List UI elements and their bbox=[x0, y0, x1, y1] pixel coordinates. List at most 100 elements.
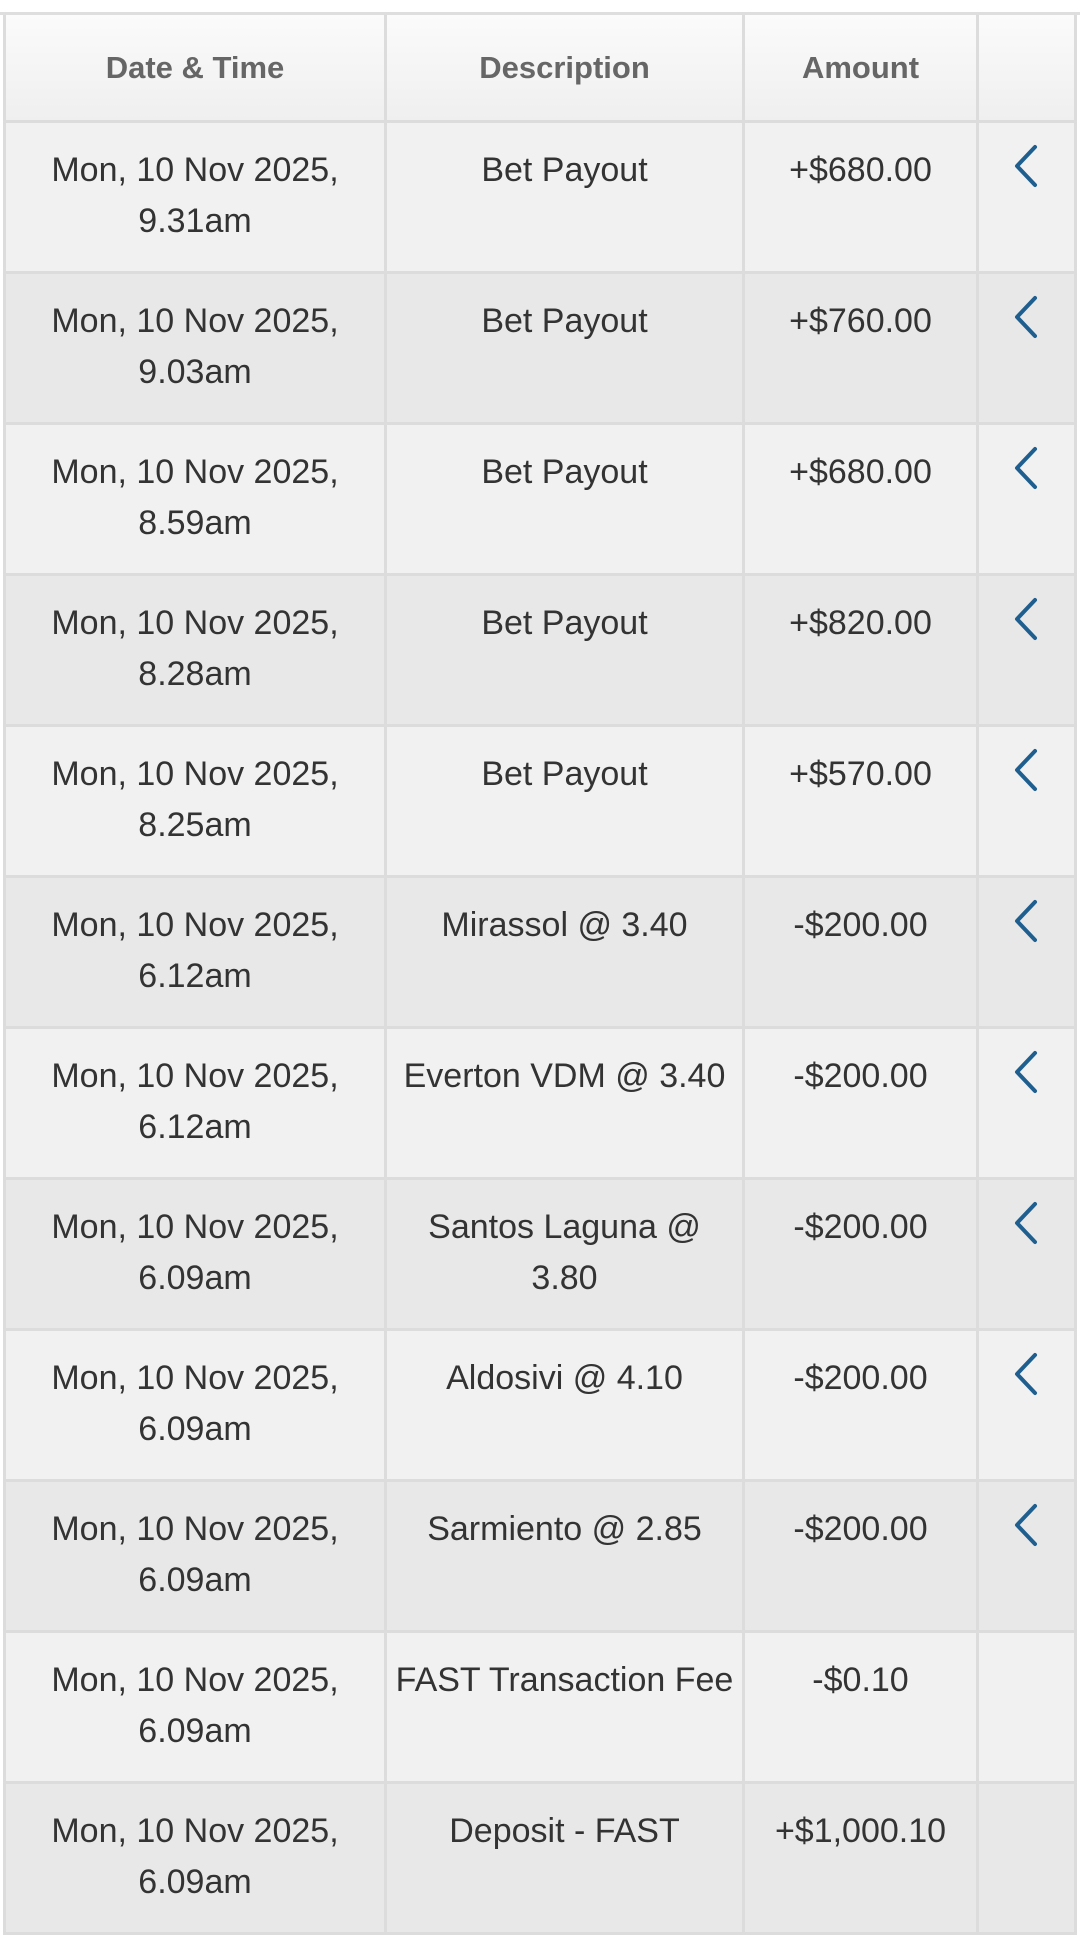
cell-description: Bet Payout bbox=[387, 727, 745, 878]
cell-actions bbox=[979, 1633, 1077, 1784]
chevron-left-icon[interactable] bbox=[1007, 898, 1047, 944]
cell-date-time: Mon, 10 Nov 2025, 6.09am bbox=[3, 1180, 387, 1331]
cell-actions[interactable] bbox=[979, 878, 1077, 1029]
cell-date-time: Mon, 10 Nov 2025, 8.25am bbox=[3, 727, 387, 878]
chevron-left-icon[interactable] bbox=[1007, 445, 1047, 491]
table-row[interactable]: Mon, 10 Nov 2025, 8.28am Bet Payout +$820.0… bbox=[3, 576, 1077, 727]
cell-actions[interactable] bbox=[979, 1029, 1077, 1180]
time-text: 8.28am bbox=[138, 655, 252, 693]
cell-description: Bet Payout bbox=[387, 123, 745, 274]
cell-description: Aldosivi @ 4.10 bbox=[387, 1331, 745, 1482]
cell-date-time: Mon, 10 Nov 2025, 9.03am bbox=[3, 274, 387, 425]
time-text: 6.09am bbox=[138, 1863, 252, 1901]
time-text: 6.09am bbox=[138, 1712, 252, 1750]
cell-amount: -$200.00 bbox=[745, 1180, 979, 1331]
cell-date-time: Mon, 10 Nov 2025, 6.12am bbox=[3, 1029, 387, 1180]
cell-actions[interactable] bbox=[979, 123, 1077, 274]
time-text: 6.09am bbox=[138, 1561, 252, 1599]
table-row[interactable]: Mon, 10 Nov 2025, 9.03am Bet Payout +$760.0… bbox=[3, 274, 1077, 425]
transactions-table-container: Date & Time Description Amount Mon, 10 N… bbox=[0, 12, 1080, 1935]
time-text: 9.31am bbox=[138, 202, 252, 240]
table-row[interactable]: Mon, 10 Nov 2025, 8.25am Bet Payout +$570.0… bbox=[3, 727, 1077, 878]
cell-actions bbox=[979, 1784, 1077, 1935]
transactions-table: Date & Time Description Amount Mon, 10 N… bbox=[3, 15, 1077, 1935]
cell-amount: +$760.00 bbox=[745, 274, 979, 425]
date-text: Mon, 10 Nov 2025, bbox=[51, 1208, 339, 1246]
chevron-left-icon[interactable] bbox=[1007, 1351, 1047, 1397]
cell-amount: +$820.00 bbox=[745, 576, 979, 727]
time-text: 8.59am bbox=[138, 504, 252, 542]
cell-amount: +$680.00 bbox=[745, 425, 979, 576]
table-row[interactable]: Mon, 10 Nov 2025, 6.12am Mirassol @ 3.40 -$… bbox=[3, 878, 1077, 1029]
cell-date-time: Mon, 10 Nov 2025, 6.09am bbox=[3, 1784, 387, 1935]
cell-amount: -$200.00 bbox=[745, 1482, 979, 1633]
cell-description: Sarmiento @ 2.85 bbox=[387, 1482, 745, 1633]
table-row[interactable]: Mon, 10 Nov 2025, 6.09am Santos Laguna @ 3… bbox=[3, 1180, 1077, 1331]
table-row: Mon, 10 Nov 2025, 6.09am FAST Transaction … bbox=[3, 1633, 1077, 1784]
cell-date-time: Mon, 10 Nov 2025, 6.12am bbox=[3, 878, 387, 1029]
cell-amount: -$200.00 bbox=[745, 878, 979, 1029]
cell-actions[interactable] bbox=[979, 1331, 1077, 1482]
cell-actions[interactable] bbox=[979, 1482, 1077, 1633]
cell-description: Mirassol @ 3.40 bbox=[387, 878, 745, 1029]
time-text: 6.12am bbox=[138, 1108, 252, 1146]
table-row[interactable]: Mon, 10 Nov 2025, 6.09am Sarmiento @ 2.85-… bbox=[3, 1482, 1077, 1633]
chevron-left-icon[interactable] bbox=[1007, 1502, 1047, 1548]
header-description: Description bbox=[387, 15, 745, 123]
cell-amount: +$680.00 bbox=[745, 123, 979, 274]
cell-date-time: Mon, 10 Nov 2025, 8.28am bbox=[3, 576, 387, 727]
table-row: Mon, 10 Nov 2025, 6.09am Deposit - FAST +$1… bbox=[3, 1784, 1077, 1935]
chevron-left-icon[interactable] bbox=[1007, 1200, 1047, 1246]
time-text: 8.25am bbox=[138, 806, 252, 844]
date-text: Mon, 10 Nov 2025, bbox=[51, 755, 339, 793]
table-row[interactable]: Mon, 10 Nov 2025, 8.59am Bet Payout +$680.0… bbox=[3, 425, 1077, 576]
time-text: 6.09am bbox=[138, 1410, 252, 1448]
cell-amount: +$1,000.10 bbox=[745, 1784, 979, 1935]
cell-description: Santos Laguna @ 3.80 bbox=[387, 1180, 745, 1331]
table-row[interactable]: Mon, 10 Nov 2025, 6.12am Everton VDM @ 3.4… bbox=[3, 1029, 1077, 1180]
cell-description: FAST Transaction Fee bbox=[387, 1633, 745, 1784]
chevron-left-icon[interactable] bbox=[1007, 143, 1047, 189]
chevron-left-icon[interactable] bbox=[1007, 1049, 1047, 1095]
cell-description: Deposit - FAST bbox=[387, 1784, 745, 1935]
date-text: Mon, 10 Nov 2025, bbox=[51, 604, 339, 642]
cell-actions[interactable] bbox=[979, 274, 1077, 425]
header-actions bbox=[979, 15, 1077, 123]
time-text: 9.03am bbox=[138, 353, 252, 391]
cell-date-time: Mon, 10 Nov 2025, 6.09am bbox=[3, 1331, 387, 1482]
cell-actions[interactable] bbox=[979, 727, 1077, 878]
cell-description: Bet Payout bbox=[387, 274, 745, 425]
cell-date-time: Mon, 10 Nov 2025, 6.09am bbox=[3, 1482, 387, 1633]
date-text: Mon, 10 Nov 2025, bbox=[51, 151, 339, 189]
date-text: Mon, 10 Nov 2025, bbox=[51, 1510, 339, 1548]
chevron-left-icon[interactable] bbox=[1007, 747, 1047, 793]
time-text: 6.09am bbox=[138, 1259, 252, 1297]
cell-date-time: Mon, 10 Nov 2025, 8.59am bbox=[3, 425, 387, 576]
cell-amount: +$570.00 bbox=[745, 727, 979, 878]
cell-description: Bet Payout bbox=[387, 425, 745, 576]
table-row[interactable]: Mon, 10 Nov 2025, 6.09am Aldosivi @ 4.10 -$… bbox=[3, 1331, 1077, 1482]
date-text: Mon, 10 Nov 2025, bbox=[51, 1661, 339, 1699]
header-date-time: Date & Time bbox=[3, 15, 387, 123]
cell-actions[interactable] bbox=[979, 425, 1077, 576]
cell-date-time: Mon, 10 Nov 2025, 6.09am bbox=[3, 1633, 387, 1784]
date-text: Mon, 10 Nov 2025, bbox=[51, 453, 339, 491]
chevron-left-icon[interactable] bbox=[1007, 294, 1047, 340]
table-body: Mon, 10 Nov 2025, 9.31am Bet Payout +$680.0… bbox=[3, 123, 1077, 1935]
cell-description: Everton VDM @ 3.40 bbox=[387, 1029, 745, 1180]
cell-description: Bet Payout bbox=[387, 576, 745, 727]
table-row[interactable]: Mon, 10 Nov 2025, 9.31am Bet Payout +$680.0… bbox=[3, 123, 1077, 274]
date-text: Mon, 10 Nov 2025, bbox=[51, 302, 339, 340]
cell-date-time: Mon, 10 Nov 2025, 9.31am bbox=[3, 123, 387, 274]
cell-actions[interactable] bbox=[979, 576, 1077, 727]
cell-actions[interactable] bbox=[979, 1180, 1077, 1331]
header-amount: Amount bbox=[745, 15, 979, 123]
date-text: Mon, 10 Nov 2025, bbox=[51, 906, 339, 944]
time-text: 6.12am bbox=[138, 957, 252, 995]
chevron-left-icon[interactable] bbox=[1007, 596, 1047, 642]
cell-amount: -$200.00 bbox=[745, 1331, 979, 1482]
date-text: Mon, 10 Nov 2025, bbox=[51, 1812, 339, 1850]
table-header-row: Date & Time Description Amount bbox=[3, 15, 1077, 123]
cell-amount: -$200.00 bbox=[745, 1029, 979, 1180]
date-text: Mon, 10 Nov 2025, bbox=[51, 1057, 339, 1095]
